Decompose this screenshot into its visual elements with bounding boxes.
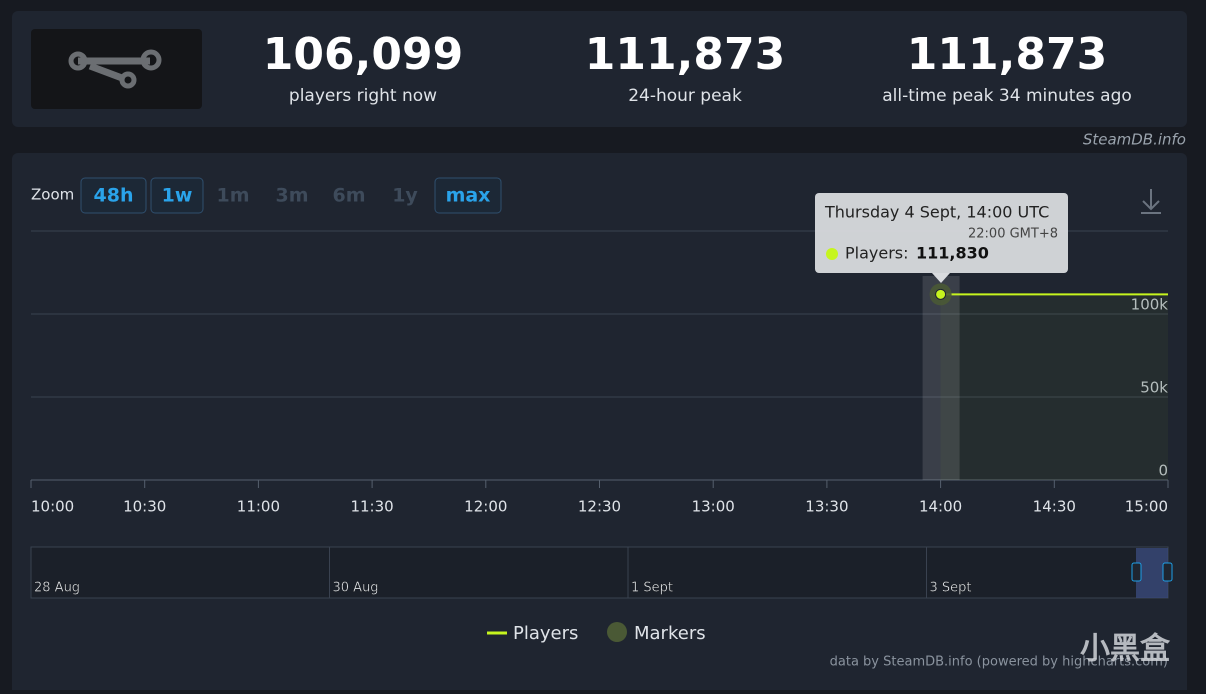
zoom-button[interactable]: [150, 177, 204, 214]
navigator-label: 1 Sept: [631, 581, 673, 596]
x-tick-label: 13:30: [805, 498, 848, 516]
zoom-button-label[interactable]: 48h: [94, 185, 134, 207]
navigator-handle[interactable]: [1131, 562, 1142, 582]
navigator-label: 30 Aug: [333, 581, 379, 596]
zoom-button-label[interactable]: max: [446, 185, 491, 207]
x-tick-label: 15:00: [1125, 498, 1168, 516]
point: [935, 288, 947, 300]
y-tick-label: 0: [1158, 462, 1168, 480]
legend-swatch: [607, 622, 627, 642]
navigator-label: 3 Sept: [930, 581, 972, 596]
x-tick-label: 11:30: [350, 498, 393, 516]
tooltip-dot: [826, 248, 838, 260]
zoom-label: Zoom: [31, 186, 74, 204]
tooltip-series: Players:: [845, 244, 909, 263]
hover-band: [922, 276, 960, 480]
navigator-handle[interactable]: [1162, 562, 1173, 582]
stat-value: 106,099: [263, 29, 463, 80]
stat-label: 24-hour peak: [628, 86, 742, 106]
app-logo: [31, 29, 202, 109]
zoom-button-label[interactable]: 6m: [332, 185, 365, 207]
x-tick-label: 14:30: [1033, 498, 1076, 516]
steam-icon: [68, 49, 162, 89]
stat-value: 111,873: [907, 29, 1107, 80]
x-tick-label: 12:30: [578, 498, 621, 516]
tooltip-value: 111,830: [916, 244, 989, 263]
x-tick-label: 12:00: [464, 498, 507, 516]
stat-value: 111,873: [585, 29, 785, 80]
plot: 0 50k 100k 10:00 10:30 11:00 11:30 12:00 12:30 13…: [30, 276, 1169, 516]
navigator-labels: 28 Aug 30 Aug 1 Sept 3 Sept: [30, 547, 972, 598]
zoom-button[interactable]: [80, 177, 147, 214]
tooltip-title: Thursday 4 Sept, 14:00 UTC: [824, 203, 1049, 222]
tooltip-time: 22:00 GMT+8: [968, 227, 1058, 242]
zoom-button[interactable]: [434, 177, 502, 214]
area: [940, 294, 1168, 480]
credit[interactable]: data by SteamDB.info (powered by highcha…: [830, 655, 1168, 670]
stat-label: all-time peak 34 minutes ago: [882, 86, 1132, 106]
zoom-button-label[interactable]: 3m: [275, 185, 308, 207]
legend-label[interactable]: Markers: [634, 623, 706, 644]
tooltip-arrow: [932, 273, 950, 283]
x-tick-label: 13:00: [692, 498, 735, 516]
watermark: 小黑盒: [1080, 632, 1171, 667]
navigator[interactable]: [30, 546, 1169, 599]
tooltip-box: [815, 193, 1068, 273]
zoom-button-label[interactable]: 1y: [392, 185, 418, 207]
navigator-label: 28 Aug: [34, 581, 80, 596]
zoom-button-label[interactable]: 1m: [216, 185, 249, 207]
stats-card: [12, 11, 1187, 127]
y-tick-label: 50k: [1140, 379, 1168, 397]
zoom-button-label[interactable]: 1w: [162, 185, 193, 207]
site-link[interactable]: SteamDB.info: [1083, 131, 1186, 149]
x-tick-label: 11:00: [237, 498, 280, 516]
zoom-buttons: 48h 1w 1m 3m 6m 1y max: [80, 177, 502, 214]
x-tick-label: 10:30: [123, 498, 166, 516]
legend-label[interactable]: Players: [513, 623, 578, 644]
tooltip: Thursday 4 Sept, 14:00 UTC 22:00 GMT+8 P…: [815, 193, 1068, 283]
download-icon[interactable]: [1141, 189, 1161, 214]
x-tick-label: 14:00: [919, 498, 962, 516]
x-tick-label: 10:00: [31, 498, 74, 516]
stat-label: players right now: [289, 86, 437, 106]
y-tick-label: 100k: [1131, 296, 1169, 314]
